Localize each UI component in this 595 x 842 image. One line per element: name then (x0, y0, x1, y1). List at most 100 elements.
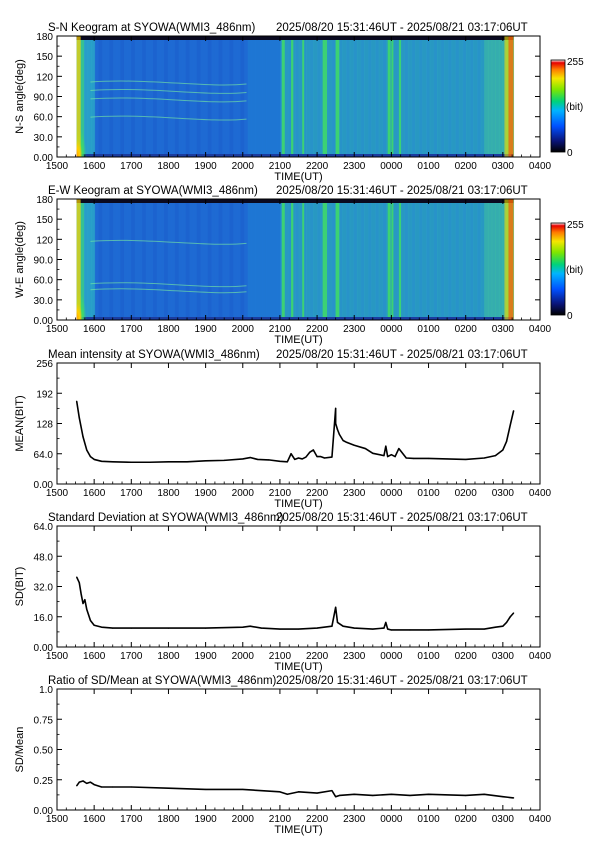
data-point (513, 797, 515, 799)
x-axis-label: TIME(UT) (274, 661, 322, 673)
keogram-column (120, 199, 125, 320)
x-tick-label: 0100 (417, 488, 440, 499)
panel-title: Mean intensity at SYOWA(WMI3_486nm) (48, 349, 260, 361)
keogram-column (458, 36, 464, 157)
data-point (286, 793, 288, 795)
data-point (167, 627, 170, 629)
keogram-column (371, 199, 376, 320)
keogram-column (80, 199, 85, 320)
data-point (320, 455, 322, 458)
keogram-column (353, 199, 358, 320)
keogram-column (327, 36, 333, 157)
data-point (100, 460, 103, 462)
data-point (427, 793, 430, 795)
data-point (409, 794, 411, 797)
keogram-column (153, 36, 158, 157)
keogram-column (331, 36, 336, 157)
data-point (338, 794, 340, 797)
data-point (242, 788, 244, 791)
keogram-column (429, 199, 434, 320)
data-point (465, 458, 467, 461)
panel-5: Ratio of SD/Mean at SYOWA(WMI3_486nm) 202… (14, 675, 552, 836)
keogram-column (313, 36, 318, 157)
x-tick-label: 0000 (380, 651, 403, 662)
data-point (513, 612, 515, 614)
y-tick-label: 180 (36, 195, 53, 206)
keogram-column (447, 199, 453, 320)
data-point (413, 457, 415, 460)
keogram-column (258, 36, 263, 157)
y-tick-label: 150 (36, 52, 53, 63)
keogram-column (134, 36, 140, 157)
keogram-edge-end-glow (504, 36, 509, 157)
keogram-band (391, 199, 394, 320)
panel-time-range: 2025/08/20 15:31:46UT - 2025/08/21 03:17… (276, 675, 528, 687)
data-point (372, 628, 374, 630)
data-point (130, 627, 132, 629)
keogram-column (466, 199, 471, 320)
x-tick-label: 0400 (529, 651, 552, 662)
data-point (494, 455, 497, 457)
data-point (390, 629, 392, 631)
data-point (100, 786, 103, 788)
keogram-column (207, 199, 212, 320)
data-point (335, 422, 337, 425)
data-point (82, 780, 84, 782)
keogram-edge-end (508, 199, 514, 320)
data-point (112, 786, 114, 788)
x-tick-label: 2100 (269, 161, 292, 172)
y-tick-label: 0.00 (34, 806, 54, 817)
y-tick-label: 192 (36, 389, 53, 400)
keogram-column (105, 199, 111, 320)
keogram-column (149, 36, 154, 157)
keogram-column (105, 36, 111, 157)
keogram-column (200, 36, 205, 157)
panel-4: Standard Deviation at SYOWA(WMI3_486nm)2… (14, 512, 552, 673)
keogram-column (440, 36, 445, 157)
data-point (398, 447, 400, 450)
keogram-column (400, 199, 405, 320)
keogram-column (218, 36, 223, 157)
keogram-column (182, 199, 187, 320)
data-point (279, 791, 281, 793)
keogram-band (387, 199, 391, 320)
x-tick-label: 1500 (46, 651, 69, 662)
x-tick-label: 1800 (157, 651, 180, 662)
keogram-column (477, 36, 482, 157)
keogram-column (233, 199, 238, 320)
keogram-column (269, 36, 274, 157)
keogram-edge-start (76, 36, 81, 157)
keogram-column (207, 36, 212, 157)
keogram-column (265, 36, 271, 157)
panel-2: E-W Keogram at SYOWA(WMI3_486nm) 2025/08/… (14, 185, 584, 346)
keogram-column (316, 36, 322, 157)
keogram-column (367, 199, 373, 320)
data-point (405, 457, 407, 459)
y-tick-label: 30.0 (34, 296, 54, 307)
x-tick-label: 2000 (232, 814, 255, 825)
data-point (76, 785, 78, 787)
keogram-column (411, 36, 416, 157)
x-axis-label: TIME(UT) (274, 824, 322, 836)
keogram-band (387, 36, 391, 157)
x-tick-label: 0100 (417, 324, 440, 335)
keogram-column (287, 199, 293, 320)
keogram-column (222, 36, 227, 157)
keogram-column (480, 199, 485, 320)
keogram-column (204, 199, 209, 320)
keogram-band (398, 199, 402, 320)
data-point (335, 796, 337, 798)
keogram-column (276, 36, 282, 157)
data-point (268, 459, 270, 461)
data-point (316, 455, 318, 458)
keogram-column (473, 199, 478, 320)
data-point (279, 628, 281, 630)
keogram-column (469, 199, 474, 320)
data-point (130, 786, 132, 788)
keogram-column (415, 199, 420, 320)
y-tick-label: 0.25 (34, 776, 54, 787)
keogram-column (437, 36, 442, 157)
x-tick-label: 1600 (83, 814, 106, 825)
keogram-column (87, 36, 92, 157)
